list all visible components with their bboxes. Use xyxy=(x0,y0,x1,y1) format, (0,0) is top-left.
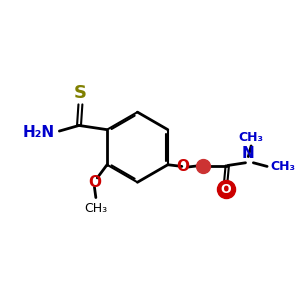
Text: H₂N: H₂N xyxy=(23,125,55,140)
Text: O: O xyxy=(88,175,101,190)
Text: O: O xyxy=(220,183,231,196)
Text: O: O xyxy=(177,160,190,175)
Text: N: N xyxy=(242,146,255,161)
Text: CH₃: CH₃ xyxy=(84,202,107,215)
Text: CH₃: CH₃ xyxy=(271,160,296,173)
Text: S: S xyxy=(74,84,87,102)
Text: CH₃: CH₃ xyxy=(238,131,264,144)
